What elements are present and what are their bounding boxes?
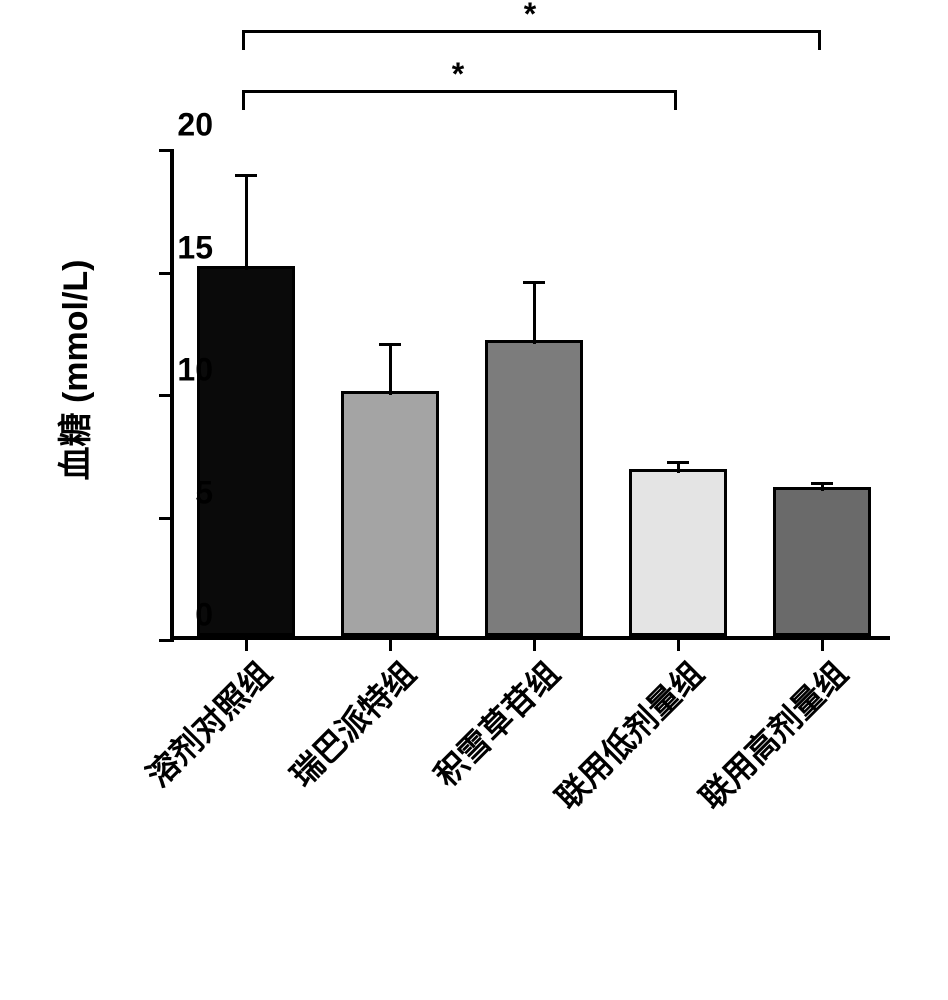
y-tick-label: 20 [177,107,213,144]
bar-vehicle-control [197,266,295,636]
sig-bracket-v [242,30,245,50]
y-tick-label: 5 [195,474,213,511]
y-tick [159,272,174,275]
sig-bracket-v [242,90,245,110]
sig-star: * [524,0,536,33]
error-bar-cap [667,461,689,464]
sig-bracket-v [674,90,677,110]
error-bar-cap [811,482,833,485]
y-tick [159,639,174,642]
error-bar-cap [235,174,257,177]
y-axis-title: 血糖 (mmol/L) [48,260,97,481]
bar-combined-low [629,469,727,636]
x-tick [677,636,680,651]
sig-bracket-v [818,30,821,50]
error-bar [389,344,392,395]
bar-rebamipide [341,391,439,636]
plot-area [170,150,890,640]
bar-combined-high [773,487,871,636]
sig-star: * [452,56,464,93]
error-bar [245,175,248,271]
y-tick [159,394,174,397]
x-tick [533,636,536,651]
y-tick-label: 0 [195,597,213,634]
y-tick-label: 15 [177,229,213,266]
x-tick [821,636,824,651]
error-bar-cap [523,281,545,284]
x-tick [389,636,392,651]
bar-asiaticoside [485,340,583,636]
x-tick [245,636,248,651]
error-bar [533,282,536,343]
y-tick [159,517,174,520]
y-tick-label: 10 [177,352,213,389]
y-tick [159,149,174,152]
error-bar-cap [379,343,401,346]
chart-container [170,25,890,665]
